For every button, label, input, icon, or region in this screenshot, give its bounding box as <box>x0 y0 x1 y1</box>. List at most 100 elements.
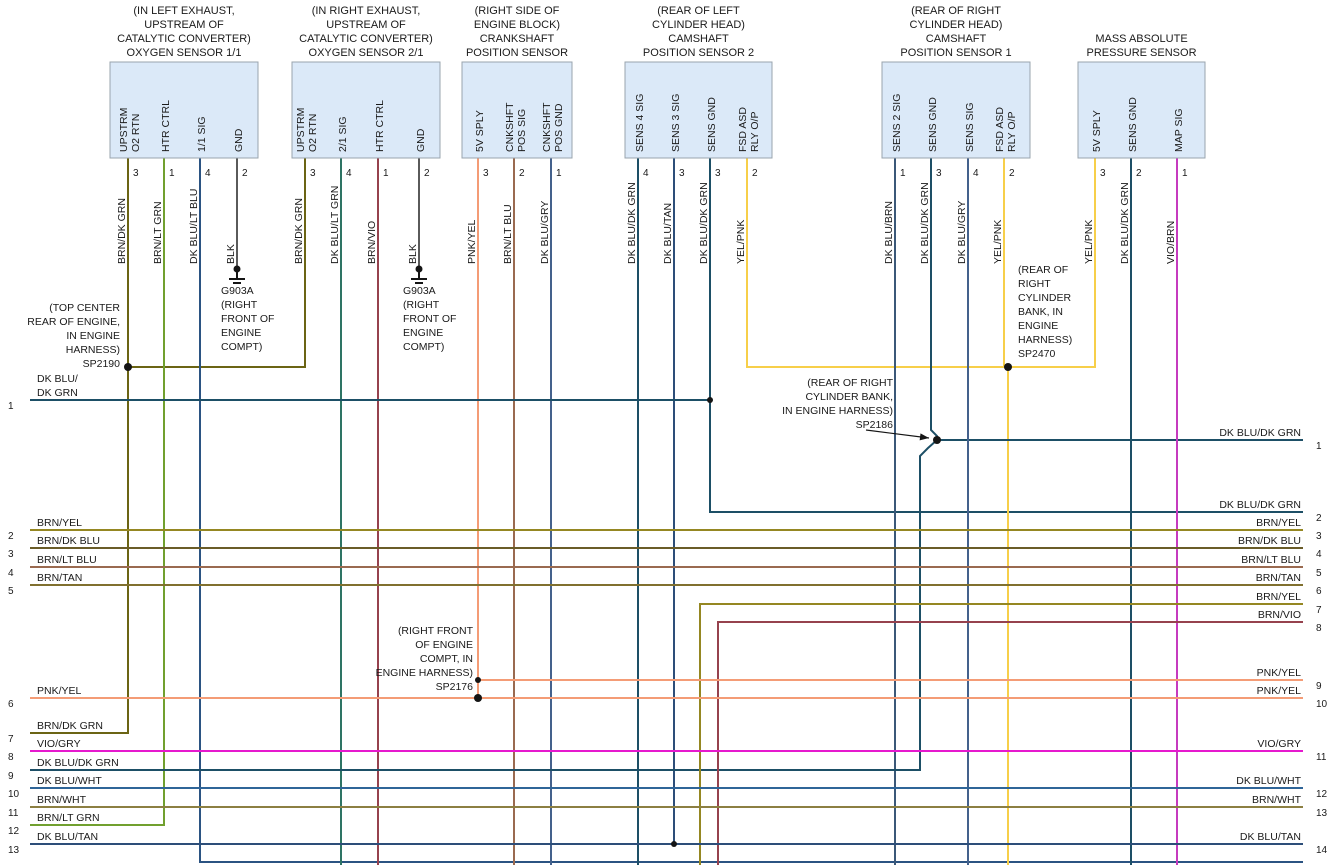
connector-box <box>1077 61 1206 159</box>
splice-label: RIGHT <box>1018 278 1051 290</box>
connector-title: (REAR OF LEFT <box>657 5 740 17</box>
wire-color-label: YEL/PNK <box>1083 220 1095 264</box>
pin-number: 1 <box>169 168 175 179</box>
wire-o2-11-sig <box>199 158 1303 863</box>
wire-color-label: PNK/YEL <box>466 219 478 264</box>
ground-g903a-right: G903A (RIGHT FRONT OF ENGINE COMPT) <box>403 265 456 353</box>
splice-label: (RIGHT FRONT <box>398 625 474 637</box>
wire-row-brn-yel-right <box>699 603 1303 865</box>
wire-color-label: BRN/DK GRN <box>293 198 305 264</box>
left-row-10: 10 DK BLU/WHT <box>8 775 102 800</box>
pin-number: 2 <box>242 168 248 179</box>
row-number: 13 <box>1316 808 1328 819</box>
pin-label: UPSTRM <box>118 108 130 152</box>
row-number: 12 <box>8 826 20 837</box>
splice-sp2176: (RIGHT FRONT OF ENGINE COMPT, IN ENGINE HAR… <box>376 625 474 693</box>
pin-label: GND <box>233 128 245 152</box>
row-number: 2 <box>8 531 14 542</box>
row-number: 12 <box>1316 789 1328 800</box>
splice-label: CYLINDER BANK, <box>805 391 893 403</box>
pin-label: SENS SIG <box>964 102 976 152</box>
pin-label: SENS 4 SIG <box>634 94 646 152</box>
row-wire-label: DK BLU/WHT <box>1236 775 1301 787</box>
crankshaft-position-sensor: (RIGHT SIDE OF ENGINE BLOCK) CRANKSHAFT POS… <box>461 5 573 264</box>
pin-number: 3 <box>483 168 489 179</box>
row-number: 9 <box>8 771 14 782</box>
row-number: 9 <box>1316 681 1322 692</box>
right-row-14: 14 DK BLU/TAN <box>1240 831 1328 856</box>
row-wire-label: DK BLU/TAN <box>1240 831 1301 843</box>
splice-label: (REAR OF <box>1018 264 1068 276</box>
row-wire-label: VIO/GRY <box>1257 738 1301 750</box>
right-row-9: 9 PNK/YEL <box>1257 667 1322 692</box>
row-number: 13 <box>8 845 20 856</box>
row-wire-label: BRN/YEL <box>37 517 82 529</box>
ground-dot-icon <box>233 265 241 273</box>
right-row-1: 1 DK BLU/DK GRN <box>1219 427 1322 452</box>
pin-label: CNKSHFT <box>504 102 516 152</box>
pin-number: 3 <box>715 168 721 179</box>
row-wire-label: BRN/TAN <box>1256 572 1301 584</box>
left-row-11: 11 BRN/WHT <box>8 794 87 819</box>
ground-label: ENGINE <box>221 327 261 339</box>
left-row-5: 5 BRN/TAN <box>8 572 82 597</box>
ground-dot-icon <box>415 265 423 273</box>
wire-color-label: DK BLU/DK GRN <box>626 182 638 264</box>
ground-g903a-left: G903A (RIGHT FRONT OF ENGINE COMPT) <box>221 265 274 353</box>
right-row-2: 2 DK BLU/DK GRN <box>1219 499 1322 524</box>
row-number: 5 <box>8 586 14 597</box>
wire-o2-11-upstrm-rtn <box>30 158 129 734</box>
right-row-12: 12 DK BLU/WHT <box>1236 775 1327 800</box>
ground-label: FRONT OF <box>221 313 274 325</box>
pin-label: SENS GND <box>927 97 939 152</box>
wire-color-label: DK BLU/GRY <box>956 201 968 264</box>
row-number: 6 <box>8 699 14 710</box>
pin-label: SENS 2 SIG <box>891 94 903 152</box>
splice-label: HARNESS) <box>66 344 120 356</box>
left-row-12: 12 BRN/LT GRN <box>8 812 100 837</box>
splice-label: (TOP CENTER <box>49 302 120 314</box>
splice-label: SP2190 <box>83 358 121 370</box>
connector-title: MASS ABSOLUTE <box>1095 33 1187 45</box>
row-number: 5 <box>1316 568 1322 579</box>
ground-label: G903A <box>221 285 254 297</box>
connector-box <box>881 61 1031 159</box>
ground-label: G903A <box>403 285 436 297</box>
splice-label: SP2176 <box>436 681 474 693</box>
wire-color-label: BRN/VIO <box>366 221 378 264</box>
row-wire-label: DK BLU/DK GRN <box>37 757 119 769</box>
pin-label: O2 RTN <box>130 114 142 152</box>
junction-dot <box>933 436 941 444</box>
left-row-1: 1 DK BLU/DK GRN <box>8 373 78 412</box>
row-wire-label: BRN/DK BLU <box>37 535 100 547</box>
pin-number: 4 <box>643 168 649 179</box>
wire-cmp2-sens-gnd <box>709 158 1303 513</box>
connector-title: CRANKSHAFT <box>480 33 555 45</box>
splice-label: OF ENGINE <box>415 639 473 651</box>
left-row-7: 7 BRN/DK GRN <box>8 720 103 745</box>
right-row-3: 3 BRN/YEL <box>1256 517 1322 542</box>
row-wire-label: BRN/DK GRN <box>37 720 103 732</box>
row-wire-label: DK BLU/ <box>37 373 78 385</box>
row-number: 11 <box>1316 752 1327 763</box>
right-row-7: 7 BRN/YEL <box>1256 591 1322 616</box>
row-wire-label: BRN/LT BLU <box>37 554 97 566</box>
pin-label: GND <box>415 128 427 152</box>
pin-number: 2 <box>519 168 525 179</box>
pin-label: CNKSHFT <box>541 102 553 152</box>
pin-number: 4 <box>346 168 352 179</box>
pin-label: 5V SPLY <box>474 110 486 152</box>
pin-label: SENS GND <box>706 97 718 152</box>
row-number: 6 <box>1316 586 1322 597</box>
connector-box <box>624 61 773 159</box>
row-wire-label: DK GRN <box>37 387 78 399</box>
junction-dot <box>475 677 481 683</box>
wire-sp2186-branch <box>30 439 938 771</box>
pin-label: POS GND <box>553 103 565 152</box>
row-wire-label: BRN/LT BLU <box>1241 554 1301 566</box>
pin-label: O2 RTN <box>307 114 319 152</box>
ground-label: ENGINE <box>403 327 443 339</box>
splice-label: SP2470 <box>1018 348 1056 360</box>
wire-color-label: BRN/DK GRN <box>116 198 128 264</box>
junction-dot <box>671 841 677 847</box>
